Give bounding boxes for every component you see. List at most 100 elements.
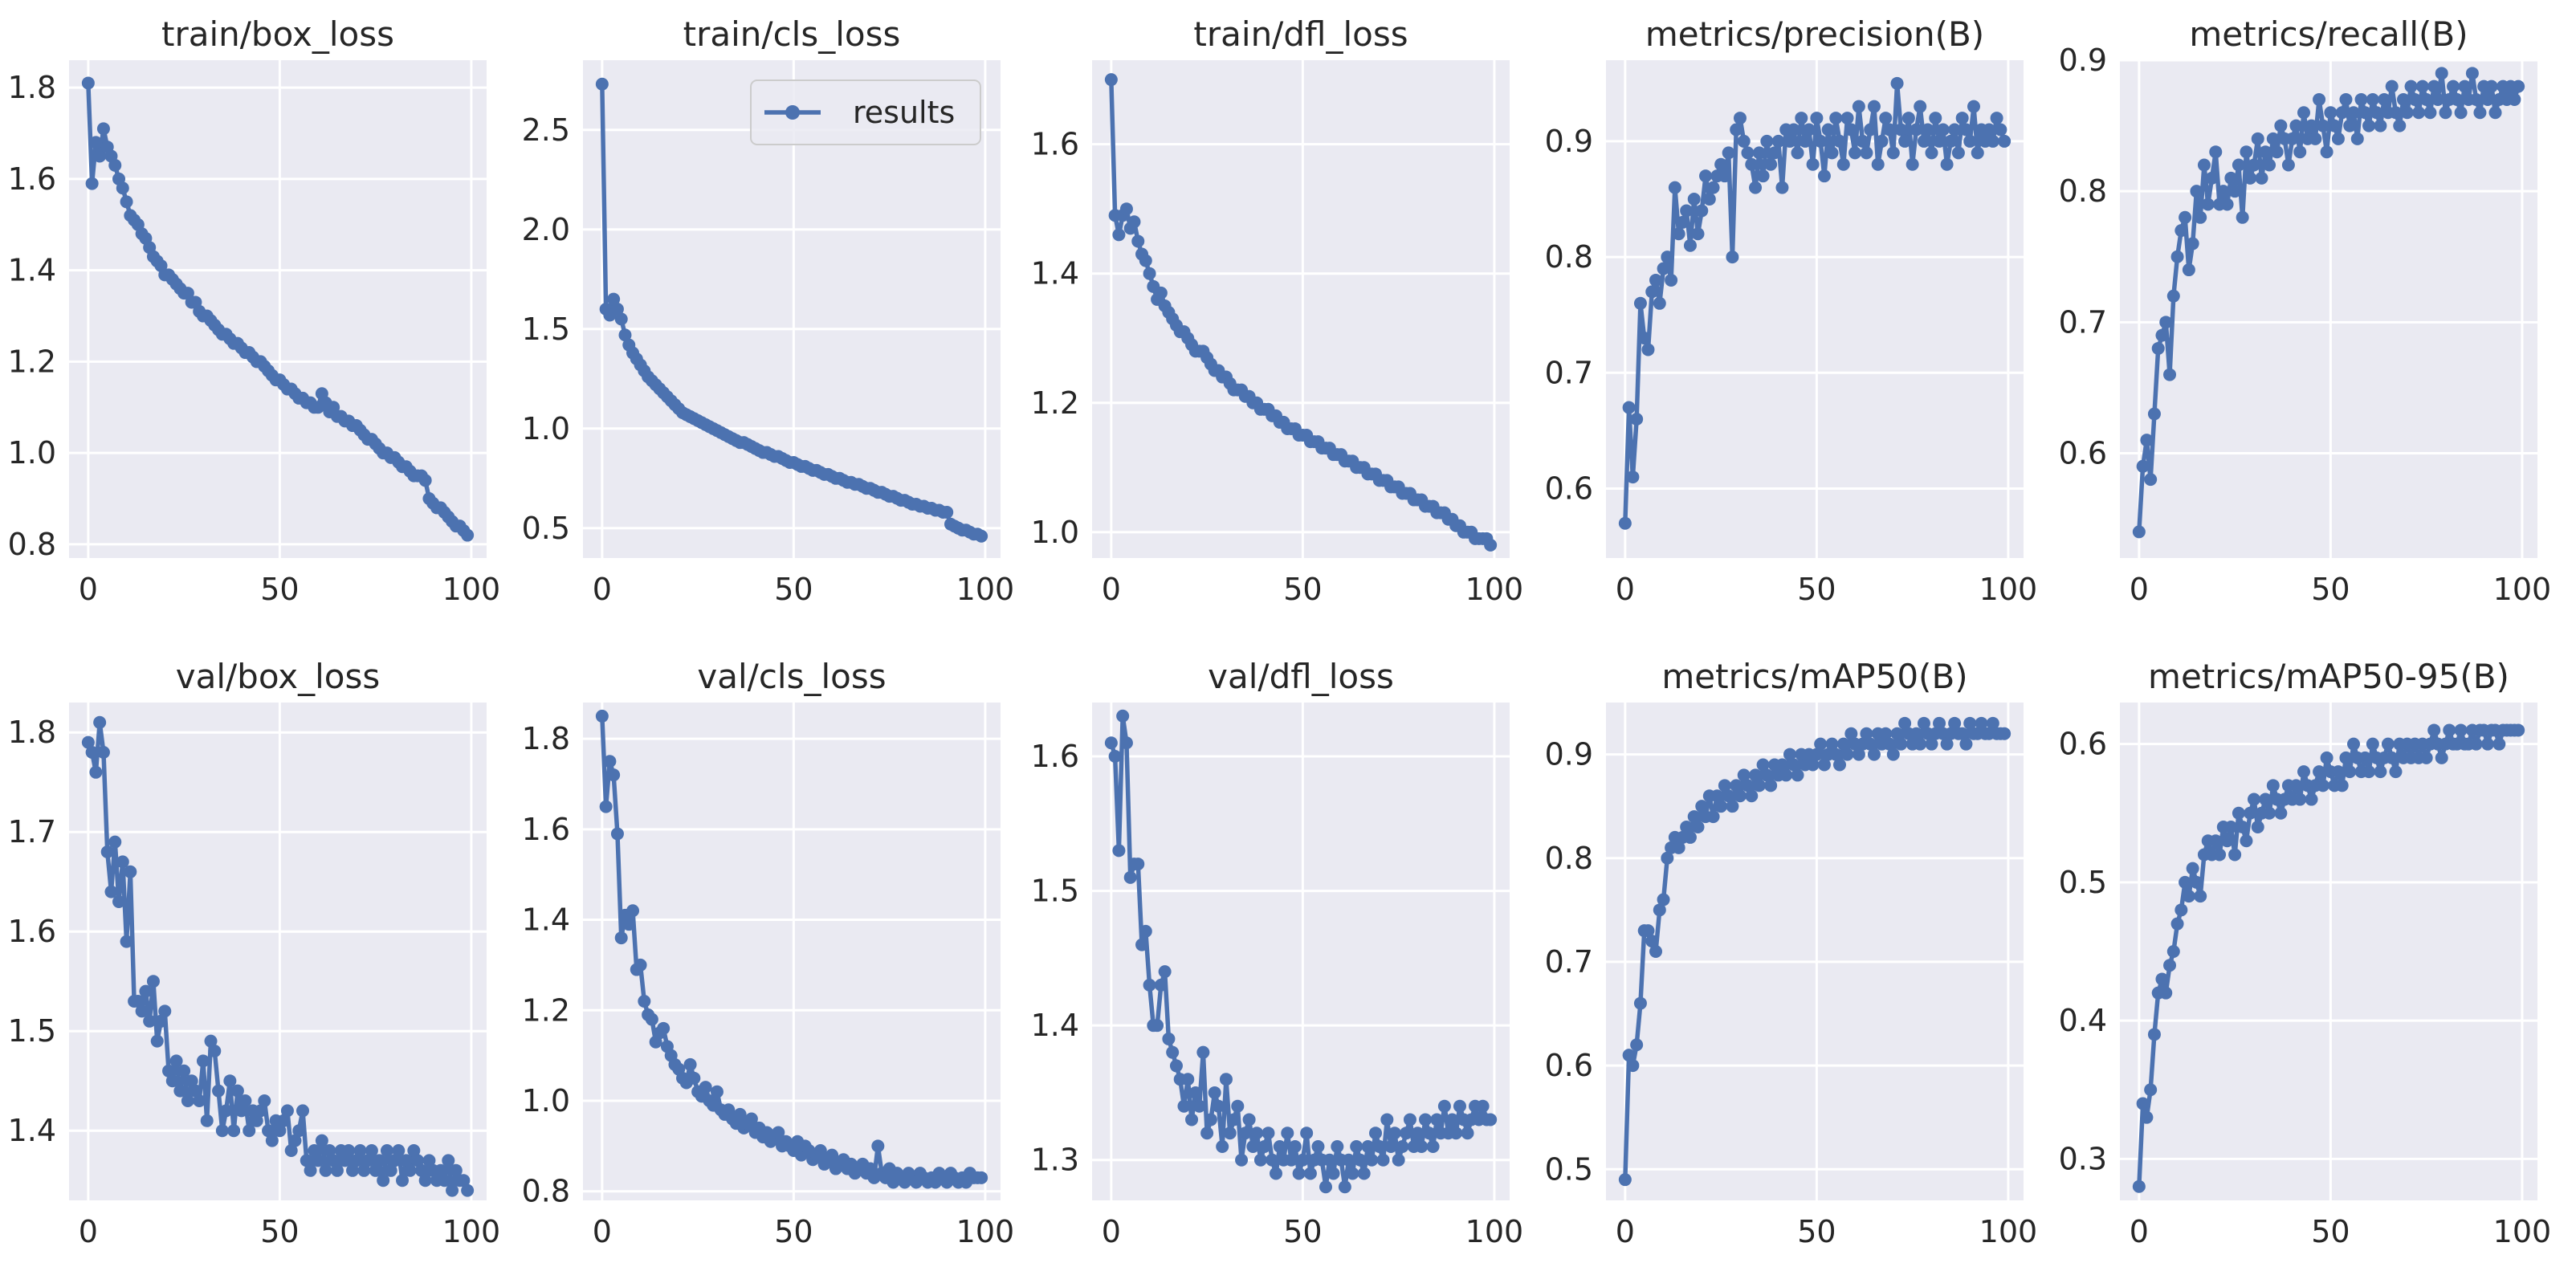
data-point: [2492, 737, 2506, 751]
data-point: [1810, 112, 1824, 125]
data-point: [2136, 459, 2150, 473]
data-point: [2427, 723, 2441, 737]
data-point: [2458, 79, 2472, 93]
data-point: [1143, 267, 1156, 280]
data-point: [1683, 238, 1697, 252]
data-point: [124, 865, 137, 878]
data-point: [1718, 169, 1731, 183]
data-point: [2228, 185, 2242, 198]
data-point: [1185, 1113, 1199, 1126]
data-point: [2512, 723, 2525, 737]
x-tick-label: 0: [2130, 572, 2149, 607]
data-point: [1783, 134, 1796, 148]
data-point: [1998, 134, 2011, 148]
data-point: [116, 855, 129, 869]
data-point: [1253, 1153, 1267, 1167]
data-point: [1484, 538, 1498, 552]
panel-title: train/dfl_loss: [1193, 14, 1408, 54]
data-point: [1898, 716, 1912, 730]
data-point: [1814, 134, 1828, 148]
data-point: [2216, 185, 2230, 198]
data-point: [277, 1114, 291, 1127]
y-tick-label: 0.7: [2059, 304, 2107, 340]
data-point: [1925, 737, 1938, 751]
data-point: [1380, 1113, 1394, 1126]
data-point: [1212, 1099, 1225, 1113]
data-point: [1683, 830, 1697, 844]
data-point: [2274, 806, 2288, 820]
data-point: [407, 1144, 421, 1157]
data-point: [2347, 106, 2361, 120]
x-tick-label: 100: [956, 572, 1015, 607]
data-point: [2454, 106, 2468, 120]
data-point: [185, 1074, 198, 1088]
data-point: [1630, 412, 1644, 426]
data-point: [1921, 123, 1934, 136]
data-point: [1119, 202, 1133, 216]
data-point: [2469, 92, 2483, 106]
data-point: [330, 1163, 344, 1177]
data-point: [2358, 751, 2372, 764]
data-point: [2179, 875, 2192, 889]
data-point: [2266, 132, 2280, 145]
data-point: [595, 77, 609, 91]
data-point: [2331, 765, 2345, 779]
data-point: [2313, 765, 2326, 779]
data-point: [2415, 79, 2429, 93]
data-point: [1365, 1153, 1379, 1167]
axes-background: [1606, 703, 2024, 1200]
data-point: [1799, 134, 1812, 148]
data-point: [1779, 768, 1793, 782]
data-point: [1139, 254, 1152, 267]
data-point: [1733, 112, 1747, 125]
data-point: [2423, 106, 2437, 120]
data-point: [813, 1144, 827, 1157]
data-point: [2431, 92, 2444, 106]
data-point: [100, 845, 114, 858]
data-point: [2175, 903, 2188, 917]
data-point: [2419, 751, 2433, 764]
data-point: [1894, 123, 1908, 136]
data-point: [434, 1163, 447, 1177]
data-point: [2209, 834, 2223, 848]
data-point: [2263, 806, 2276, 820]
data-point: [461, 1183, 475, 1197]
data-point: [1242, 1113, 1256, 1126]
data-point: [1806, 758, 1820, 772]
data-point: [262, 1124, 275, 1138]
data-point: [1208, 1086, 1221, 1099]
y-tick-label: 0.9: [2059, 43, 2107, 78]
data-point: [146, 975, 160, 988]
data-point: [1200, 1126, 1214, 1140]
data-point: [1940, 157, 1954, 171]
data-point: [2190, 185, 2203, 198]
data-point: [2186, 862, 2199, 875]
data-point: [2393, 119, 2407, 132]
data-point: [2343, 119, 2357, 132]
panel-title: val/box_loss: [176, 657, 380, 696]
data-point: [1714, 157, 1728, 171]
data-point: [1350, 1139, 1363, 1153]
data-point: [1745, 789, 1759, 803]
data-point: [683, 1057, 697, 1071]
data-point: [212, 1084, 226, 1098]
data-point: [614, 312, 628, 326]
data-point: [1192, 1099, 1206, 1113]
data-point: [2175, 224, 2188, 238]
data-point: [2166, 289, 2180, 303]
data-point: [2179, 210, 2192, 224]
data-point: [1741, 779, 1755, 792]
y-tick-label: 2.0: [522, 212, 570, 247]
data-point: [189, 1084, 202, 1098]
data-point: [2281, 158, 2295, 172]
data-point: [2454, 723, 2468, 737]
y-tick-label: 1.2: [8, 344, 56, 379]
data-point: [1204, 1113, 1217, 1126]
data-point: [1392, 1153, 1405, 1167]
data-point: [1967, 100, 1980, 113]
data-point: [1661, 851, 1674, 865]
y-tick-label: 1.6: [1031, 739, 1079, 774]
data-point: [1844, 727, 1858, 740]
data-point: [2136, 1097, 2150, 1110]
data-point: [1235, 1153, 1249, 1167]
